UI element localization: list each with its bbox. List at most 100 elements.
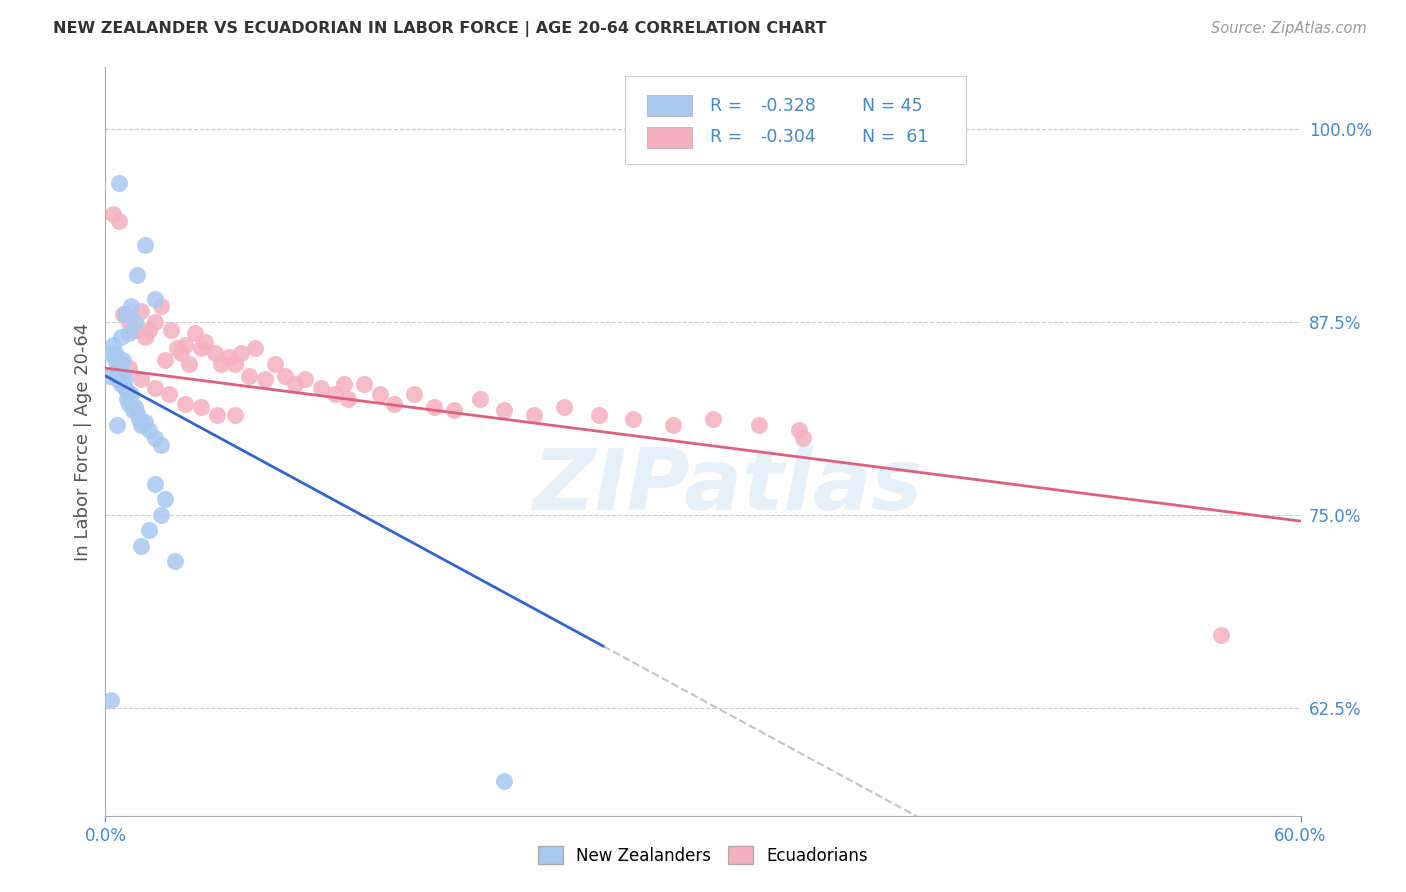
- Point: [621, 412, 644, 426]
- Point: [114, 307, 136, 321]
- Point: [153, 492, 177, 507]
- Point: [129, 539, 153, 553]
- Point: [143, 315, 166, 329]
- Point: [104, 353, 127, 368]
- Text: -0.304: -0.304: [761, 128, 815, 146]
- Point: [127, 268, 149, 283]
- Point: [100, 693, 122, 707]
- Point: [150, 299, 173, 313]
- Point: [107, 361, 129, 376]
- Point: [104, 345, 127, 359]
- Point: [205, 408, 228, 422]
- Point: [177, 357, 201, 371]
- Point: [190, 400, 212, 414]
- Point: [468, 392, 491, 406]
- Point: [153, 353, 177, 368]
- Point: [748, 418, 770, 433]
- Point: [702, 412, 724, 426]
- Point: [134, 330, 156, 344]
- Point: [238, 368, 260, 383]
- Point: [100, 345, 122, 359]
- Text: NEW ZEALANDER VS ECUADORIAN IN LABOR FORCE | AGE 20-64 CORRELATION CHART: NEW ZEALANDER VS ECUADORIAN IN LABOR FOR…: [53, 21, 827, 37]
- Point: [160, 322, 183, 336]
- Point: [108, 368, 131, 383]
- Point: [112, 366, 135, 380]
- Point: [209, 357, 232, 371]
- Point: [122, 402, 145, 417]
- Point: [120, 387, 142, 401]
- Point: [128, 412, 150, 426]
- Point: [98, 368, 121, 383]
- Point: [224, 357, 246, 371]
- Point: [138, 322, 160, 336]
- Point: [243, 341, 266, 355]
- Point: [118, 361, 141, 376]
- Point: [263, 357, 285, 371]
- Point: [110, 376, 132, 391]
- Point: [129, 304, 153, 318]
- Y-axis label: In Labor Force | Age 20-64: In Labor Force | Age 20-64: [73, 322, 91, 561]
- Point: [107, 418, 129, 433]
- Point: [309, 381, 332, 395]
- Point: [157, 387, 180, 401]
- Point: [170, 345, 193, 359]
- Point: [523, 408, 546, 422]
- Point: [118, 397, 141, 411]
- Point: [273, 368, 295, 383]
- Point: [143, 477, 166, 491]
- Point: [284, 376, 307, 391]
- Point: [124, 400, 146, 414]
- Point: [103, 338, 125, 352]
- Text: ZIPatlas: ZIPatlas: [531, 445, 922, 528]
- Point: [323, 387, 346, 401]
- Point: [333, 376, 356, 391]
- Point: [117, 384, 139, 399]
- Point: [108, 214, 131, 228]
- Point: [143, 381, 166, 395]
- Point: [190, 341, 212, 355]
- Text: N = 45: N = 45: [851, 97, 922, 115]
- Point: [174, 338, 197, 352]
- Point: [138, 423, 160, 437]
- Point: [110, 357, 132, 371]
- Point: [404, 387, 426, 401]
- Point: [204, 345, 226, 359]
- Text: R =: R =: [710, 128, 748, 146]
- Point: [382, 397, 405, 411]
- Point: [143, 292, 166, 306]
- Point: [166, 341, 188, 355]
- Point: [368, 387, 391, 401]
- Point: [138, 524, 160, 538]
- Point: [129, 372, 153, 386]
- Point: [224, 408, 246, 422]
- Point: [112, 353, 135, 368]
- Point: [143, 431, 166, 445]
- Point: [174, 397, 197, 411]
- Text: Source: ZipAtlas.com: Source: ZipAtlas.com: [1211, 21, 1367, 37]
- Text: N =  61: N = 61: [851, 128, 928, 146]
- Point: [117, 392, 139, 406]
- Point: [253, 372, 276, 386]
- FancyBboxPatch shape: [647, 95, 692, 116]
- Point: [127, 406, 149, 420]
- FancyBboxPatch shape: [626, 76, 966, 164]
- Point: [662, 418, 685, 433]
- Point: [134, 237, 156, 252]
- Point: [337, 392, 360, 406]
- Text: R =: R =: [710, 97, 748, 115]
- Point: [443, 402, 465, 417]
- Point: [792, 431, 814, 445]
- Point: [184, 326, 207, 340]
- Point: [218, 351, 240, 365]
- Point: [118, 326, 141, 340]
- Point: [423, 400, 446, 414]
- Point: [1209, 628, 1232, 642]
- Point: [129, 418, 153, 433]
- Point: [353, 376, 375, 391]
- Point: [229, 345, 252, 359]
- Point: [194, 334, 217, 349]
- Point: [134, 415, 156, 429]
- Point: [492, 773, 515, 788]
- Point: [114, 372, 136, 386]
- Legend: New Zealanders, Ecuadorians: New Zealanders, Ecuadorians: [530, 838, 876, 873]
